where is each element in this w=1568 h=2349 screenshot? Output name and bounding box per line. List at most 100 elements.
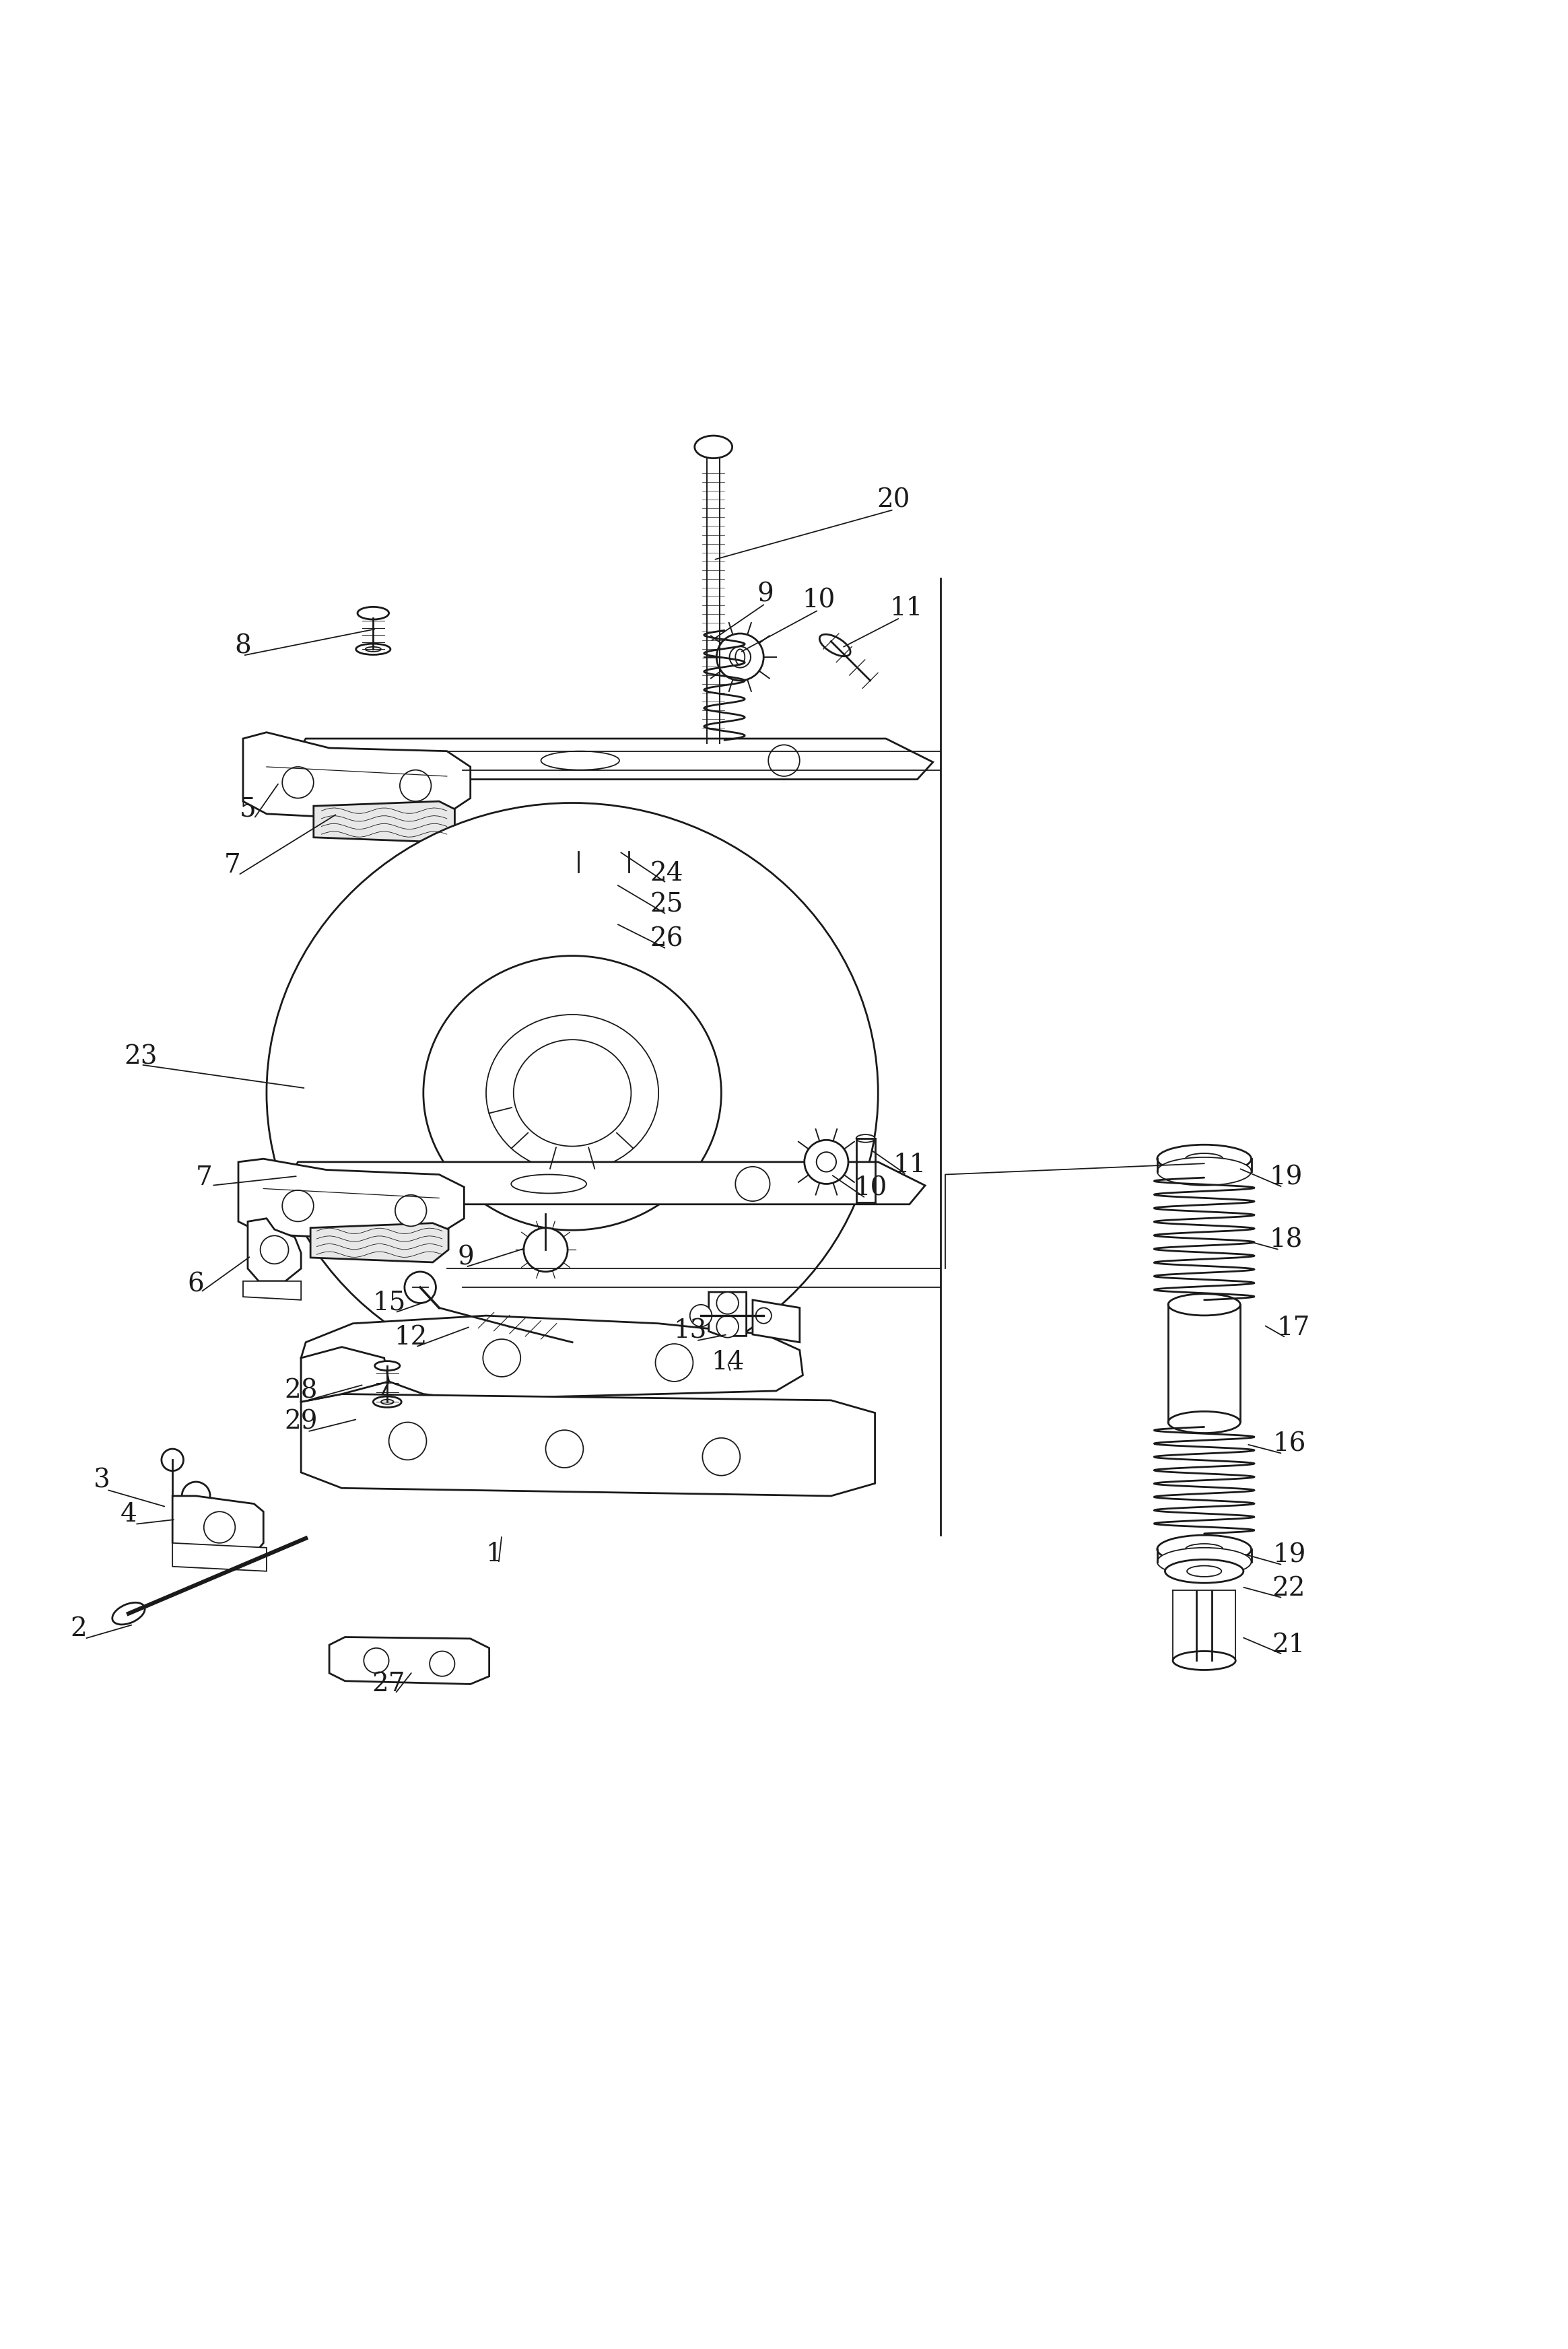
Text: 9: 9: [757, 583, 773, 606]
Text: 3: 3: [94, 1468, 110, 1492]
Circle shape: [182, 1482, 210, 1510]
Ellipse shape: [113, 1602, 144, 1626]
Ellipse shape: [579, 843, 629, 860]
Ellipse shape: [1157, 1158, 1251, 1186]
Ellipse shape: [375, 1360, 400, 1369]
Ellipse shape: [1157, 1144, 1251, 1172]
Ellipse shape: [1185, 1153, 1223, 1165]
Ellipse shape: [569, 1339, 593, 1353]
Circle shape: [804, 1139, 848, 1184]
Ellipse shape: [267, 803, 878, 1384]
Polygon shape: [274, 1163, 925, 1205]
Ellipse shape: [541, 752, 619, 770]
Ellipse shape: [856, 1135, 875, 1142]
Text: 26: 26: [649, 928, 684, 951]
Text: 22: 22: [1272, 1576, 1306, 1602]
Circle shape: [655, 1344, 693, 1381]
Ellipse shape: [735, 648, 745, 665]
Circle shape: [430, 1651, 455, 1677]
Polygon shape: [301, 1315, 803, 1398]
Ellipse shape: [514, 1041, 630, 1146]
Ellipse shape: [1165, 1560, 1243, 1583]
Circle shape: [524, 1229, 568, 1271]
Text: 23: 23: [124, 1045, 158, 1069]
Polygon shape: [274, 738, 933, 780]
Text: 21: 21: [1272, 1633, 1306, 1658]
Ellipse shape: [1157, 1548, 1251, 1576]
Text: 14: 14: [710, 1351, 745, 1374]
Polygon shape: [243, 1280, 301, 1299]
Ellipse shape: [365, 646, 381, 651]
Text: 16: 16: [1272, 1433, 1306, 1456]
Text: 4: 4: [121, 1503, 136, 1527]
Circle shape: [389, 1421, 426, 1459]
Text: 19: 19: [1272, 1543, 1306, 1569]
Circle shape: [756, 1308, 771, 1322]
Ellipse shape: [575, 909, 632, 928]
Ellipse shape: [1157, 1536, 1251, 1564]
Circle shape: [400, 770, 431, 801]
Circle shape: [735, 1167, 770, 1200]
Ellipse shape: [1187, 1567, 1221, 1576]
Circle shape: [717, 1315, 739, 1337]
Polygon shape: [301, 1346, 389, 1402]
Text: 28: 28: [284, 1379, 318, 1402]
Ellipse shape: [423, 956, 721, 1231]
Ellipse shape: [511, 1174, 586, 1193]
Text: 6: 6: [188, 1271, 204, 1297]
Ellipse shape: [591, 914, 616, 921]
Text: 7: 7: [224, 853, 240, 879]
Circle shape: [729, 646, 751, 667]
Text: 18: 18: [1269, 1229, 1303, 1252]
Text: 8: 8: [235, 634, 251, 658]
Text: 7: 7: [196, 1165, 212, 1191]
Text: 29: 29: [284, 1409, 318, 1435]
Ellipse shape: [381, 1400, 394, 1405]
Ellipse shape: [1168, 1412, 1240, 1433]
Ellipse shape: [695, 435, 732, 458]
Polygon shape: [753, 1299, 800, 1341]
Polygon shape: [248, 1219, 301, 1280]
Polygon shape: [301, 1393, 875, 1496]
Circle shape: [483, 1339, 521, 1377]
Polygon shape: [329, 1637, 489, 1684]
Polygon shape: [301, 1358, 389, 1412]
Ellipse shape: [820, 634, 850, 655]
Text: 13: 13: [673, 1318, 707, 1344]
Ellipse shape: [358, 606, 389, 620]
Text: 17: 17: [1276, 1315, 1311, 1341]
Text: 27: 27: [372, 1672, 406, 1696]
Circle shape: [162, 1449, 183, 1470]
Text: 10: 10: [801, 587, 836, 613]
Circle shape: [204, 1513, 235, 1543]
Circle shape: [817, 1151, 836, 1172]
Text: 11: 11: [892, 1153, 927, 1177]
Circle shape: [690, 1304, 712, 1327]
Ellipse shape: [1185, 1543, 1223, 1555]
Polygon shape: [314, 801, 455, 841]
Ellipse shape: [583, 886, 624, 897]
Polygon shape: [709, 1292, 746, 1337]
Text: 19: 19: [1269, 1165, 1303, 1191]
Polygon shape: [238, 1158, 464, 1238]
Text: 9: 9: [458, 1245, 474, 1271]
Ellipse shape: [593, 848, 615, 855]
Polygon shape: [243, 733, 470, 817]
Polygon shape: [310, 1224, 448, 1261]
Circle shape: [282, 766, 314, 799]
Circle shape: [546, 1431, 583, 1468]
Text: 2: 2: [71, 1616, 86, 1642]
Circle shape: [395, 1196, 426, 1226]
Circle shape: [260, 1236, 289, 1264]
Ellipse shape: [486, 1015, 659, 1172]
Polygon shape: [172, 1543, 267, 1571]
Text: 12: 12: [394, 1325, 428, 1351]
Circle shape: [702, 1438, 740, 1475]
Ellipse shape: [579, 864, 629, 881]
Text: 15: 15: [372, 1290, 406, 1315]
Ellipse shape: [594, 888, 613, 893]
Circle shape: [717, 634, 764, 681]
Circle shape: [282, 1191, 314, 1221]
Ellipse shape: [356, 644, 390, 655]
Text: 5: 5: [240, 796, 256, 822]
